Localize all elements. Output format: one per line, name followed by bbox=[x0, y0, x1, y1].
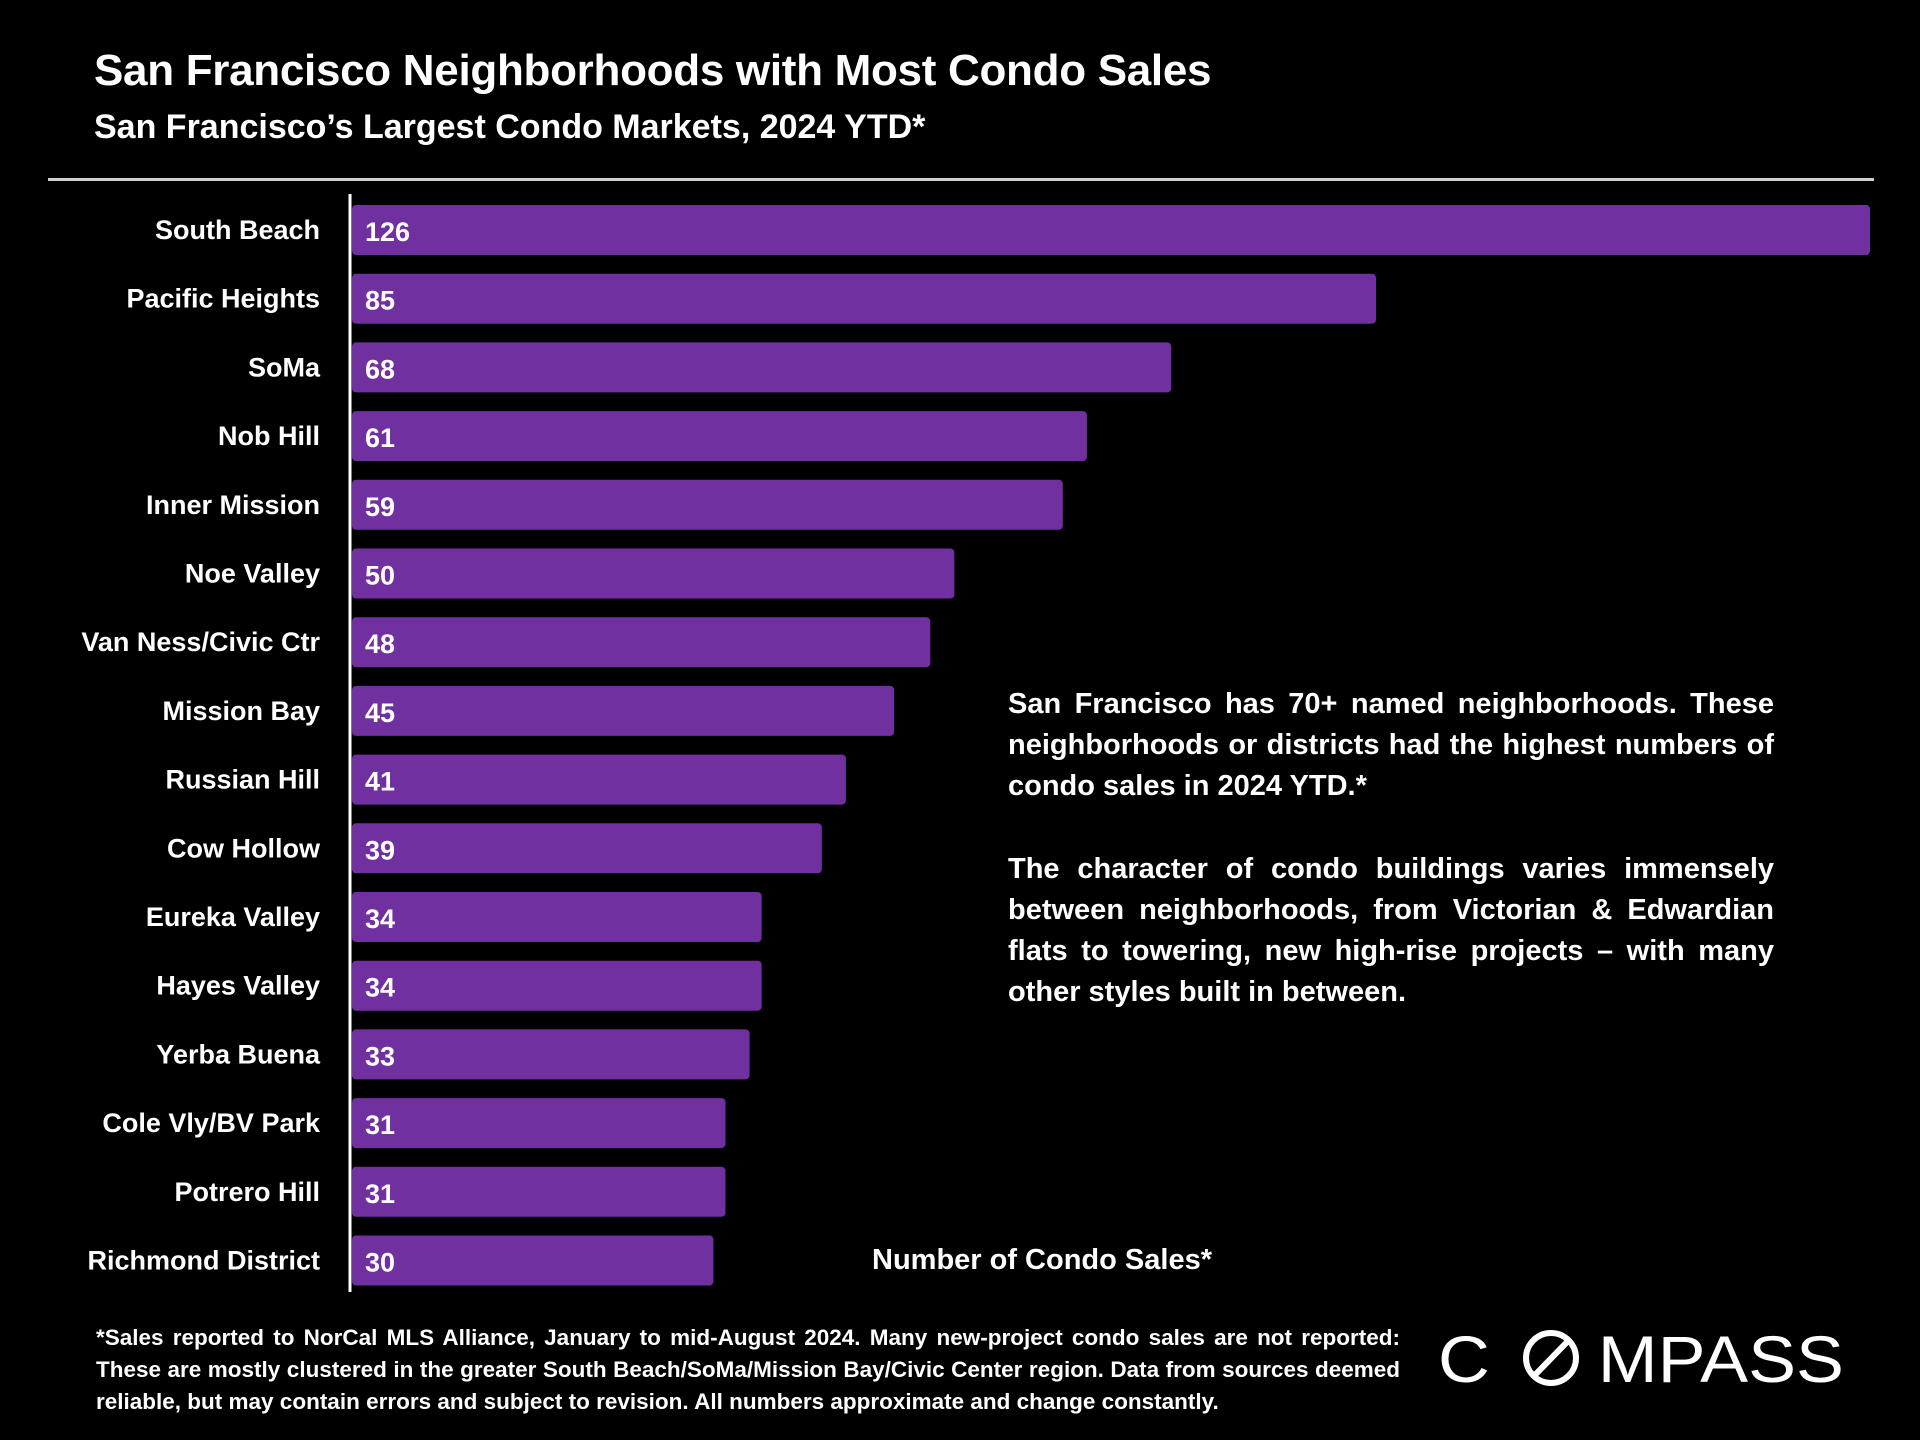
bar bbox=[352, 548, 955, 599]
bar bbox=[352, 273, 1377, 324]
category-label: Eureka Valley bbox=[146, 902, 320, 932]
data-label: 41 bbox=[365, 767, 395, 797]
data-label: 68 bbox=[365, 354, 395, 384]
annotation-paragraph-2: The character of condo buildings varies … bbox=[1008, 853, 1774, 1008]
data-label: 30 bbox=[365, 1248, 395, 1278]
bar bbox=[352, 754, 846, 805]
data-label: 33 bbox=[365, 1041, 395, 1071]
data-label: 39 bbox=[365, 835, 395, 865]
bar bbox=[352, 1098, 726, 1149]
category-label: South Beach bbox=[155, 215, 320, 245]
chart-subtitle: San Francisco’s Largest Condo Markets, 2… bbox=[94, 108, 926, 146]
bar bbox=[352, 1235, 714, 1286]
category-label: Potrero Hill bbox=[174, 1177, 320, 1207]
category-label: Cole Vly/BV Park bbox=[102, 1108, 321, 1138]
annotation-text: San Francisco has 70+ named neighborhood… bbox=[1008, 684, 1774, 1055]
category-label: Inner Mission bbox=[146, 490, 320, 520]
bar bbox=[352, 823, 822, 874]
compass-logo: C MPASS bbox=[1438, 1322, 1844, 1396]
bar-chart: South Beach 126 Pacific Heights 85 SoMa 68 Nob… bbox=[81, 194, 1870, 1292]
category-label: Noe Valley bbox=[185, 559, 320, 589]
bar bbox=[352, 1029, 750, 1080]
data-label: 126 bbox=[365, 217, 410, 247]
category-label: Hayes Valley bbox=[156, 971, 320, 1001]
category-label: Nob Hill bbox=[218, 421, 320, 451]
category-label: Cow Hollow bbox=[167, 833, 321, 863]
data-label: 31 bbox=[365, 1179, 395, 1209]
logo-wordmark: C MPASS bbox=[1438, 1322, 1844, 1396]
bar bbox=[352, 411, 1087, 462]
bar bbox=[352, 685, 895, 736]
category-label: Russian Hill bbox=[165, 765, 320, 795]
bar bbox=[352, 205, 1870, 255]
data-label: 34 bbox=[365, 973, 395, 1003]
category-label: Richmond District bbox=[87, 1246, 320, 1276]
data-label: 31 bbox=[365, 1110, 395, 1140]
data-label: 48 bbox=[365, 629, 395, 659]
bar bbox=[352, 892, 762, 942]
bar bbox=[352, 479, 1063, 530]
category-label: Pacific Heights bbox=[126, 284, 320, 314]
bar bbox=[352, 342, 1172, 393]
category-label: SoMa bbox=[248, 352, 321, 382]
data-label: 45 bbox=[365, 698, 395, 728]
chart-title: San Francisco Neighborhoods with Most Co… bbox=[94, 46, 1212, 95]
category-label: Yerba Buena bbox=[156, 1039, 321, 1069]
title-divider bbox=[48, 178, 1874, 181]
compass-logo-icon bbox=[1523, 1330, 1579, 1386]
category-label: Mission Bay bbox=[162, 696, 320, 726]
bars-group: South Beach 126 Pacific Heights 85 SoMa 68 Nob… bbox=[81, 205, 1870, 1286]
bar bbox=[352, 617, 931, 668]
data-label: 61 bbox=[365, 423, 395, 453]
category-label: Van Ness/Civic Ctr bbox=[81, 627, 320, 657]
footnote: *Sales reported to NorCal MLS Alliance, … bbox=[96, 1325, 1400, 1414]
annotation-paragraph-1: San Francisco has 70+ named neighborhood… bbox=[1008, 688, 1774, 802]
bar bbox=[352, 1166, 726, 1217]
data-label: 34 bbox=[365, 904, 395, 934]
bar bbox=[352, 960, 762, 1011]
data-label: 85 bbox=[365, 286, 395, 316]
data-label: 50 bbox=[365, 561, 395, 591]
x-axis-title: Number of Condo Sales* bbox=[872, 1244, 1212, 1276]
data-label: 59 bbox=[365, 492, 395, 522]
